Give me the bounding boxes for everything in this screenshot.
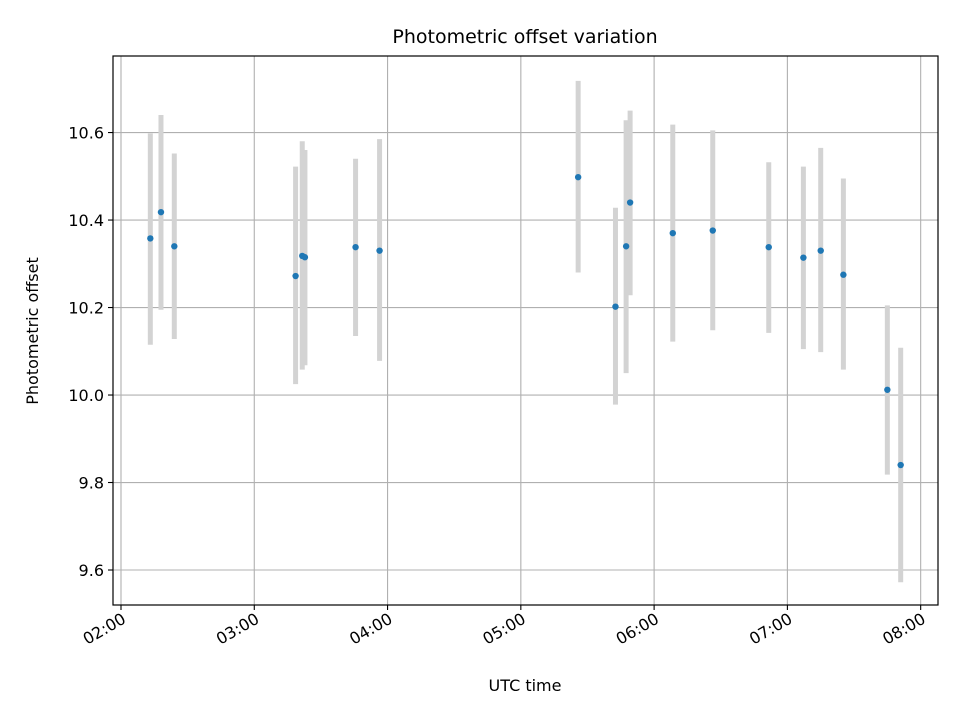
data-point bbox=[897, 461, 904, 469]
data-point bbox=[292, 272, 299, 280]
data-point bbox=[840, 271, 847, 278]
data-point bbox=[626, 199, 634, 206]
data-point bbox=[171, 243, 178, 250]
data-point bbox=[147, 235, 154, 242]
data-points bbox=[147, 173, 904, 469]
data-point bbox=[612, 303, 619, 310]
y-tick-label: 10.6 bbox=[68, 124, 104, 143]
y-tick-label: 9.6 bbox=[79, 561, 104, 580]
data-point bbox=[669, 229, 676, 237]
x-axis-label: UTC time bbox=[489, 676, 562, 695]
y-tick-label: 10.2 bbox=[68, 299, 104, 318]
plot-frame bbox=[112, 55, 939, 606]
chart-title: Photometric offset variation bbox=[392, 26, 657, 48]
data-point bbox=[352, 243, 359, 251]
y-axis-label: Photometric offset bbox=[23, 257, 42, 405]
y-tick-label: 10.4 bbox=[68, 211, 104, 230]
data-point bbox=[800, 254, 807, 261]
data-point bbox=[817, 247, 824, 254]
data-point bbox=[157, 208, 165, 216]
data-point bbox=[709, 227, 716, 234]
data-point bbox=[376, 247, 383, 254]
y-tick-label: 9.8 bbox=[79, 474, 104, 493]
grid bbox=[113, 56, 938, 605]
data-point bbox=[884, 386, 891, 393]
y-tick-label: 10.0 bbox=[68, 386, 104, 405]
data-point bbox=[765, 243, 772, 251]
data-point bbox=[574, 173, 582, 181]
data-point bbox=[301, 254, 309, 261]
data-point bbox=[622, 243, 630, 250]
y-axis-ticks: 9.6 9.8 10.0 10.2 10.4 10.6 bbox=[68, 124, 113, 580]
